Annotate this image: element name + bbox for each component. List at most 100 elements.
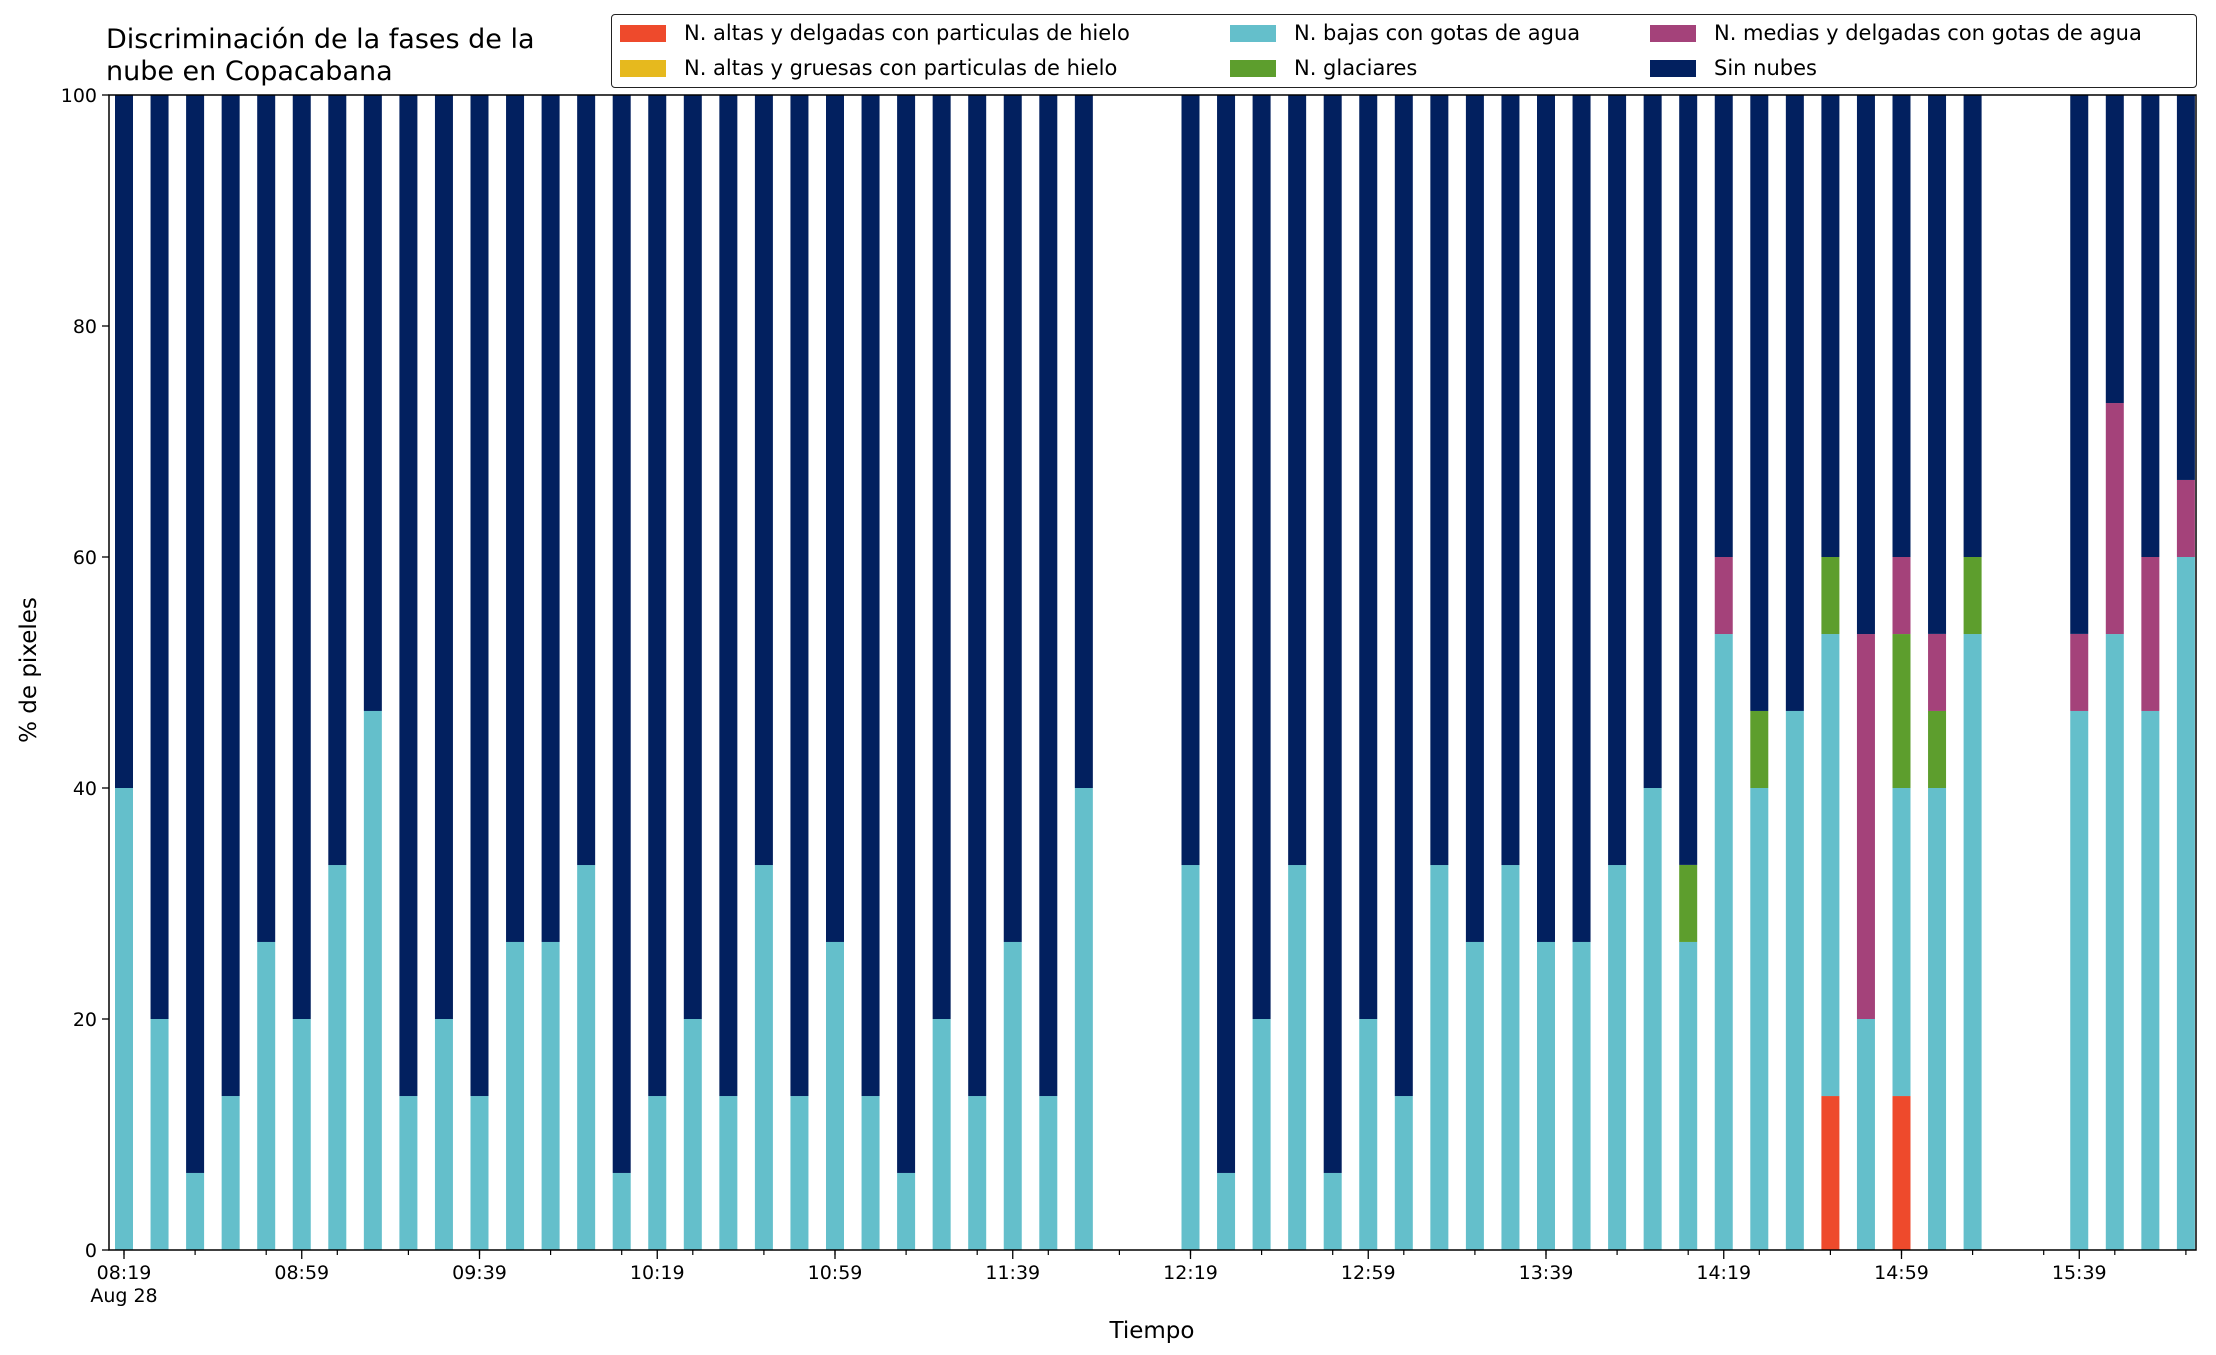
legend-label: N. bajas con gotas de agua	[1294, 21, 1581, 45]
bar-segment	[1252, 1019, 1271, 1250]
x-tick-label: 12:59	[1341, 1262, 1396, 1284]
legend-label: N. medias y delgadas con gotas de agua	[1714, 21, 2142, 45]
legend-label: Sin nubes	[1714, 56, 1817, 80]
bar-segment	[434, 95, 453, 1019]
x-tick-label: 09:39	[452, 1262, 507, 1284]
bar-segment	[683, 1019, 702, 1250]
bar-segment	[506, 95, 525, 942]
bar-segment	[754, 95, 773, 866]
bar-segment	[1856, 1019, 1875, 1250]
bar-segment	[257, 95, 276, 942]
bar-segment	[577, 95, 596, 866]
plot-frame	[108, 94, 2197, 1251]
bar-segment	[1643, 788, 1662, 1250]
x-tick-label: 11:39	[985, 1262, 1040, 1284]
bar-segment	[897, 95, 916, 1173]
bar-segment	[683, 95, 702, 1019]
x-tick-label: 15:39	[2052, 1262, 2107, 1284]
bar-segment	[1928, 710, 1947, 788]
bar-segment	[1359, 95, 1378, 1019]
bar-segment	[2070, 633, 2089, 711]
y-tick-label: 20	[73, 1009, 97, 1031]
bar-segment	[1537, 95, 1555, 942]
bar-segment	[186, 1172, 205, 1250]
bar-segment	[2141, 95, 2160, 557]
bar-segment	[1288, 865, 1307, 1250]
bar-segment	[897, 1172, 916, 1250]
bar-segment	[434, 1019, 453, 1250]
bar-segment	[1430, 865, 1449, 1250]
bar-segment	[826, 95, 844, 942]
bar-segment	[1608, 95, 1627, 866]
bar-segment	[790, 95, 809, 1097]
bar-segment	[1323, 95, 1342, 1173]
y-tick-label: 60	[73, 547, 97, 569]
bar-segment	[1785, 95, 1804, 711]
bar-segment	[1288, 95, 1307, 866]
bar-segment	[1003, 95, 1022, 942]
y-tick-label: 80	[73, 316, 97, 338]
bar-segment	[1714, 95, 1733, 557]
bar-segment	[861, 95, 880, 1097]
bar-segment	[328, 95, 347, 866]
y-tick-label: 40	[73, 778, 97, 800]
bar-segment	[1217, 95, 1236, 1173]
legend: N. altas y delgadas con particulas de hi…	[611, 14, 2197, 88]
legend-item-sin-nubes: Sin nubes	[1650, 51, 1817, 85]
bar-segment	[221, 1096, 240, 1250]
bar-segment	[470, 1096, 489, 1250]
bar-segment	[1856, 95, 1875, 635]
bar-segment	[1074, 95, 1093, 788]
bar-segment	[115, 788, 133, 1250]
legend-swatch-altas-delgadas	[620, 24, 666, 42]
legend-label: N. altas y delgadas con particulas de hi…	[684, 21, 1130, 45]
bar-segment	[1465, 95, 1484, 942]
chart-title: Discriminación de la fases de la nube en…	[106, 24, 535, 88]
chart-title-line-2: nube en Copacabana	[106, 56, 393, 87]
bar-segment	[968, 95, 987, 1097]
x-tick-label: 10:19	[630, 1262, 685, 1284]
bar-segment	[2105, 95, 2124, 404]
bar-segment	[1679, 864, 1698, 942]
bar-segment	[1252, 95, 1271, 1019]
bar-segment	[719, 95, 738, 1097]
bar-segment	[115, 95, 133, 788]
bar-segment	[648, 95, 667, 1097]
bar-segment	[1928, 633, 1947, 711]
bar-segment	[2176, 557, 2195, 1250]
legend-item-altas-delgadas: N. altas y delgadas con particulas de hi…	[620, 16, 1130, 50]
bar-segment	[1714, 634, 1733, 1250]
bar-segment	[1537, 941, 1555, 1250]
bar-segment	[1679, 941, 1698, 1250]
bar-segment	[1785, 710, 1804, 1250]
bar-segment	[2141, 557, 2160, 711]
legend-label: N. altas y gruesas con particulas de hie…	[684, 56, 1118, 80]
bar-segment	[1963, 634, 1982, 1250]
x-tick-label: 14:59	[1874, 1262, 1929, 1284]
bar-segment	[1643, 95, 1662, 788]
x-tick-label: 12:19	[1163, 1262, 1218, 1284]
bar-segment	[1217, 1172, 1236, 1250]
bar-segment	[1181, 865, 1200, 1250]
bar-segment	[399, 1096, 418, 1250]
bar-segment	[292, 95, 311, 1019]
bar-segment	[186, 95, 205, 1173]
legend-swatch-bajas	[1230, 24, 1276, 42]
bar-segment	[2070, 94, 2089, 634]
x-tick-label: 08:19	[97, 1262, 152, 1284]
bar-segment	[1181, 95, 1200, 866]
bars-layer	[115, 94, 2195, 1250]
bar-segment	[1963, 557, 1982, 635]
legend-item-glaciares: N. glaciares	[1230, 51, 1417, 85]
bar-segment	[1892, 634, 1911, 788]
bar-segment	[1821, 95, 1840, 557]
bar-segment	[328, 865, 347, 1250]
bar-segment	[1074, 788, 1093, 1250]
bar-segment	[648, 1096, 667, 1250]
bar-segment	[1750, 710, 1769, 788]
bar-segment	[399, 95, 418, 1097]
bar-segment	[2070, 710, 2089, 1250]
bar-segment	[1750, 95, 1769, 711]
legend-item-altas-gruesas: N. altas y gruesas con particulas de hie…	[620, 51, 1117, 85]
